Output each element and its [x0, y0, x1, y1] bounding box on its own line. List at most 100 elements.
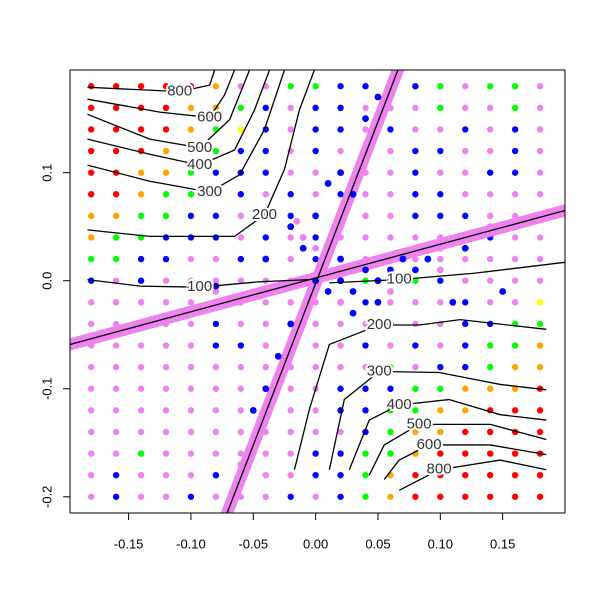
- x-tick-label: 0.05: [365, 536, 390, 551]
- grid-point: [212, 493, 220, 500]
- grid-point: [462, 104, 469, 112]
- grid-point: [137, 471, 145, 479]
- grid-point: [412, 385, 419, 392]
- grid-point: [87, 83, 95, 90]
- grid-point: [212, 342, 220, 349]
- grid-point: [362, 299, 369, 306]
- grid-point: [162, 277, 170, 284]
- grid-point: [511, 234, 519, 241]
- grid-point: [412, 320, 419, 328]
- grid-point: [486, 450, 494, 457]
- grid-point: [187, 147, 195, 155]
- grid-point: [162, 407, 170, 414]
- grid-point: [536, 428, 544, 436]
- grid-point: [387, 191, 394, 198]
- grid-point: [437, 147, 444, 155]
- contour-line: [87, 70, 216, 93]
- grid-point: [112, 83, 120, 90]
- grid-point: [387, 169, 394, 176]
- scatter-point: [349, 309, 357, 317]
- grid-point: [287, 83, 294, 90]
- y-tick-label: 0.0: [39, 272, 54, 290]
- contour-line: [398, 459, 547, 491]
- scatter-point: [324, 180, 332, 187]
- grid-point: [462, 277, 469, 284]
- grid-point: [437, 83, 444, 90]
- grid-point: [137, 342, 145, 349]
- contour-line: [293, 318, 547, 470]
- grid-point: [187, 342, 195, 349]
- contour-line: [87, 70, 251, 149]
- grid-point: [187, 299, 195, 306]
- grid-point: [337, 320, 344, 328]
- grid-point: [137, 277, 145, 284]
- grid-point: [187, 255, 195, 263]
- contour-label: 400: [187, 156, 212, 173]
- scatter-point: [399, 255, 407, 263]
- grid-point: [536, 277, 544, 284]
- grid-point: [412, 169, 419, 176]
- grid-point: [362, 450, 369, 457]
- scatter-point: [337, 223, 344, 231]
- grid-point: [162, 212, 170, 220]
- grid-point: [137, 83, 145, 90]
- grid-point: [536, 104, 544, 112]
- contour-line: [328, 370, 547, 470]
- grid-point: [511, 277, 519, 284]
- grid-point: [187, 104, 195, 112]
- grid-point: [312, 493, 319, 500]
- contour-label: 500: [187, 139, 212, 156]
- grid-point: [262, 169, 269, 176]
- grid-point: [337, 471, 344, 479]
- grid-point: [437, 255, 444, 263]
- grid-point: [486, 385, 494, 392]
- grid-point: [412, 363, 419, 371]
- grid-point: [162, 147, 170, 155]
- grid-point: [462, 83, 469, 90]
- grid-point: [486, 212, 494, 220]
- grid-point: [412, 126, 419, 133]
- grid-point: [87, 450, 95, 457]
- scatter-point: [337, 298, 344, 306]
- grid-point: [337, 147, 344, 155]
- grid-point: [237, 320, 245, 328]
- grid-point: [162, 104, 170, 112]
- grid-point: [511, 255, 519, 263]
- grid-point: [362, 363, 369, 371]
- contour-label: 300: [197, 183, 222, 200]
- grid-point: [312, 428, 319, 436]
- grid-point: [387, 299, 394, 306]
- grid-point: [511, 299, 519, 306]
- x-tick-label: 0.00: [303, 536, 328, 551]
- grid-point: [312, 83, 319, 90]
- grid-point: [412, 493, 419, 500]
- grid-point: [162, 83, 170, 90]
- contour-label: 500: [407, 415, 432, 432]
- scatter-point: [349, 288, 357, 295]
- grid-point: [337, 126, 344, 133]
- grid-point: [486, 363, 494, 371]
- grid-point: [262, 234, 269, 241]
- contour-label: 400: [387, 396, 412, 413]
- grid-point: [462, 255, 469, 263]
- grid-point: [412, 104, 419, 112]
- grid-point: [536, 299, 544, 306]
- grid-point: [462, 407, 469, 414]
- grid-point: [536, 255, 544, 263]
- grid-point: [137, 385, 145, 392]
- contour-label: 200: [367, 316, 392, 333]
- grid-point: [486, 299, 494, 306]
- grid-point: [511, 147, 519, 155]
- scatter-point: [324, 288, 332, 295]
- grid-point: [362, 234, 369, 241]
- grid-point: [337, 428, 344, 436]
- grid-point: [137, 450, 145, 457]
- grid-point: [137, 191, 145, 198]
- grid-point: [312, 147, 319, 155]
- grid-point: [462, 147, 469, 155]
- scatter-point: [237, 298, 245, 306]
- contour-label: 300: [367, 362, 392, 379]
- grid-point: [187, 126, 195, 133]
- contour-label: 200: [252, 206, 277, 223]
- grid-point: [187, 320, 195, 328]
